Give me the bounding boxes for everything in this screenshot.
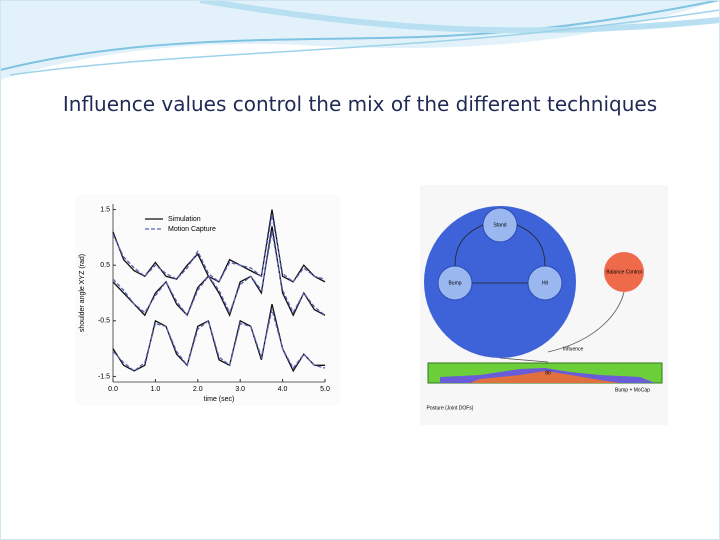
line bbox=[112, 215, 326, 283]
y-tick-label: -1.5 bbox=[98, 373, 110, 380]
chart-bg bbox=[75, 195, 340, 405]
line bbox=[112, 209, 326, 283]
x-tick-label: 5.0 bbox=[320, 386, 330, 393]
chart: -1.5 -0.5 0.5 1.5 0.0 1.0 2.0 3.0 4.0 5.0 time (se… bbox=[75, 195, 340, 405]
header-line bbox=[199, 0, 720, 34]
header-line bbox=[0, 0, 720, 71]
edge bbox=[499, 357, 549, 363]
node-label: Bump bbox=[448, 280, 461, 286]
node bbox=[604, 252, 644, 292]
legend-label: Simulation bbox=[168, 216, 201, 223]
posture-label: Posture (Joint DOFs) bbox=[427, 405, 474, 411]
node-label: Balance Control bbox=[606, 269, 642, 275]
state-machine bbox=[424, 206, 576, 358]
x-tick-label: 3.0 bbox=[235, 386, 245, 393]
y-axis-label: shoulder angle XYZ (rad) bbox=[79, 254, 86, 332]
node-label: Stand bbox=[493, 222, 506, 228]
edge bbox=[454, 224, 546, 284]
influence-label: Influence bbox=[563, 346, 584, 352]
diagram: Stand Bump Hit Balance Control Influence… bbox=[420, 185, 668, 425]
header-wave bbox=[0, 0, 720, 80]
strip-label: 80 bbox=[545, 370, 551, 376]
x-tick-label: 1.0 bbox=[151, 386, 161, 393]
x-axis-label: time (sec) bbox=[204, 396, 235, 403]
legend-label: Motion Capture bbox=[168, 226, 216, 233]
node-label: Hit bbox=[542, 280, 549, 286]
slide-title: Influence values control the mix of the … bbox=[62, 92, 658, 116]
x-tick-label: 4.0 bbox=[278, 386, 288, 393]
y-tick-label: -0.5 bbox=[98, 318, 110, 325]
x-tick-label: 0.0 bbox=[108, 386, 118, 393]
line bbox=[112, 309, 326, 372]
x-tick-label: 2.0 bbox=[193, 386, 203, 393]
y-tick-label: 1.5 bbox=[100, 206, 110, 213]
y-tick-label: 0.5 bbox=[100, 262, 110, 269]
influence-area bbox=[470, 371, 620, 383]
line bbox=[112, 231, 326, 317]
output-label: Bump + MoCap bbox=[615, 387, 650, 393]
header-line bbox=[9, 9, 720, 76]
edge bbox=[547, 291, 625, 353]
line bbox=[112, 226, 326, 318]
